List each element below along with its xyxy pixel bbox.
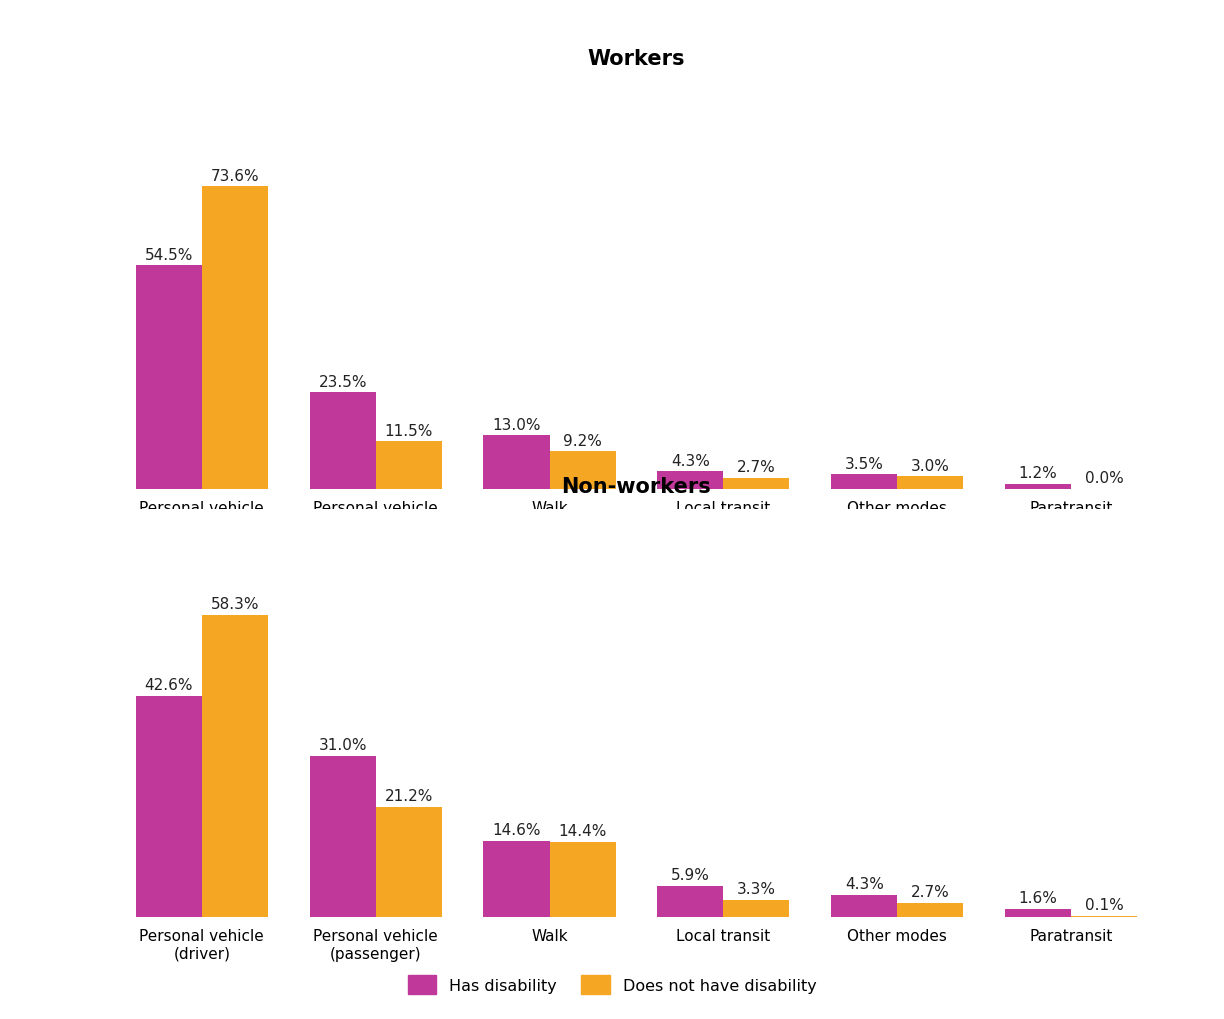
Bar	[723, 478, 789, 489]
Text: 9.2%: 9.2%	[563, 433, 602, 448]
Text: 11.5%: 11.5%	[384, 424, 433, 438]
Title: Non-workers: Non-workers	[562, 477, 711, 497]
Text: 42.6%: 42.6%	[144, 678, 193, 692]
Text: 13.0%: 13.0%	[492, 418, 541, 432]
Bar	[202, 615, 268, 917]
Title: Workers: Workers	[588, 49, 685, 69]
Text: 54.5%: 54.5%	[144, 248, 193, 262]
Text: 2.7%: 2.7%	[737, 460, 776, 475]
Bar	[831, 895, 897, 917]
Bar	[376, 442, 442, 489]
Bar	[483, 842, 550, 917]
Text: 23.5%: 23.5%	[318, 374, 367, 389]
Bar	[897, 903, 963, 917]
Text: 1.6%: 1.6%	[1018, 890, 1058, 905]
Bar	[136, 696, 202, 917]
Bar	[310, 756, 376, 917]
Text: 5.9%: 5.9%	[671, 867, 710, 882]
Text: 73.6%: 73.6%	[211, 169, 259, 183]
Bar	[550, 843, 616, 917]
Text: 0.0%: 0.0%	[1084, 471, 1124, 486]
Text: 14.4%: 14.4%	[558, 823, 607, 839]
Bar	[1005, 484, 1071, 489]
Bar	[657, 887, 723, 917]
Text: 21.2%: 21.2%	[384, 788, 433, 803]
Text: 2.7%: 2.7%	[911, 884, 950, 899]
Bar	[202, 187, 268, 489]
Bar	[550, 451, 616, 489]
Bar	[723, 900, 789, 917]
Legend: Has disability, Does not have disability: Has disability, Does not have disability	[401, 969, 823, 1001]
Text: 0.1%: 0.1%	[1084, 898, 1124, 912]
Text: 3.5%: 3.5%	[845, 457, 884, 472]
Bar	[376, 807, 442, 917]
Bar	[136, 266, 202, 489]
Text: 1.2%: 1.2%	[1018, 466, 1058, 481]
Text: 14.6%: 14.6%	[492, 822, 541, 838]
Text: 31.0%: 31.0%	[318, 738, 367, 752]
Bar	[657, 472, 723, 489]
Text: 3.0%: 3.0%	[911, 459, 950, 474]
Text: 3.3%: 3.3%	[737, 880, 776, 896]
Bar	[483, 436, 550, 489]
Text: 4.3%: 4.3%	[845, 875, 884, 891]
Bar	[831, 475, 897, 489]
Bar	[310, 392, 376, 489]
Text: 4.3%: 4.3%	[671, 453, 710, 468]
Text: 58.3%: 58.3%	[211, 596, 259, 611]
Bar	[897, 477, 963, 489]
Bar	[1005, 909, 1071, 917]
